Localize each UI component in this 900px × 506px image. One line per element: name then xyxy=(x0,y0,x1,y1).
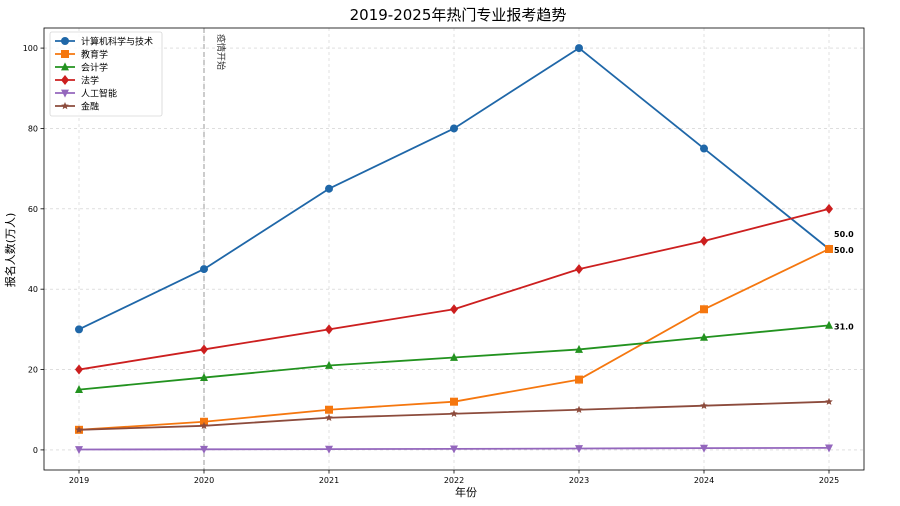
x-tick-label: 2019 xyxy=(69,476,89,485)
data-point xyxy=(325,413,333,421)
data-point xyxy=(200,445,208,454)
data-point xyxy=(700,144,708,153)
data-point xyxy=(75,325,83,334)
data-point xyxy=(75,425,83,434)
data-point xyxy=(75,446,83,455)
legend-entry: 人工智能 xyxy=(55,88,117,100)
data-point xyxy=(700,305,708,314)
data-point xyxy=(200,417,208,426)
legend-entry: 法学 xyxy=(55,75,99,87)
legend-label: 计算机科学与技术 xyxy=(81,36,153,48)
data-point xyxy=(325,184,333,193)
data-point xyxy=(325,405,333,414)
series-4 xyxy=(75,444,833,455)
x-tick-label: 2021 xyxy=(319,476,339,485)
x-tick-label: 2022 xyxy=(444,476,464,485)
legend-marker xyxy=(61,50,69,58)
data-point xyxy=(325,324,333,335)
data-point xyxy=(575,264,583,275)
legend-marker xyxy=(61,62,69,71)
data-point xyxy=(825,397,833,405)
x-tick-label: 2020 xyxy=(194,476,214,485)
data-label: 31.0 xyxy=(834,322,854,331)
series-5 xyxy=(75,397,833,434)
series-layer xyxy=(75,44,833,455)
legend-box xyxy=(49,31,163,117)
data-point xyxy=(75,364,83,375)
data-point xyxy=(450,304,458,315)
data-point xyxy=(450,352,458,361)
legend-marker xyxy=(61,102,69,110)
data-label: 50.0 xyxy=(834,230,854,239)
data-point xyxy=(575,375,583,384)
y-tick-label: 40 xyxy=(28,285,38,294)
legend-entry: 计算机科学与技术 xyxy=(55,36,153,48)
legend-label: 人工智能 xyxy=(81,88,117,100)
legend-entry: 会计学 xyxy=(55,62,108,74)
data-point xyxy=(700,332,708,341)
data-point xyxy=(825,320,833,329)
x-tick-label: 2023 xyxy=(569,476,589,485)
data-labels: 50.0 50.0 31.0 xyxy=(834,230,854,331)
chart-title: 2019-2025年热门专业报考趋势 xyxy=(350,6,567,24)
data-point xyxy=(450,124,458,133)
legend-label: 会计学 xyxy=(81,62,108,74)
data-point xyxy=(575,44,583,53)
data-point xyxy=(825,444,833,453)
data-point xyxy=(200,344,208,355)
legend-marker xyxy=(61,37,69,45)
data-point xyxy=(450,445,458,454)
x-axis-label: 年份 xyxy=(455,485,477,499)
y-tick-label: 80 xyxy=(28,124,38,133)
data-point xyxy=(575,445,583,454)
data-point xyxy=(200,372,208,381)
data-point xyxy=(575,344,583,353)
data-point xyxy=(200,421,208,430)
x-tick-label: 2024 xyxy=(694,476,714,485)
data-point xyxy=(200,265,208,274)
y-axis-label: 报名人数(万人) xyxy=(3,213,17,288)
data-point xyxy=(450,409,458,417)
x-tick-label: 2025 xyxy=(819,476,839,485)
data-point xyxy=(325,445,333,454)
data-label: 50.0 xyxy=(834,246,854,255)
series-0 xyxy=(75,44,833,334)
data-point xyxy=(700,444,708,453)
data-point xyxy=(75,385,83,394)
y-tick-label: 20 xyxy=(28,366,38,375)
series-1 xyxy=(75,245,833,434)
series-2 xyxy=(75,320,833,394)
data-point xyxy=(700,235,708,246)
data-point xyxy=(825,245,833,253)
y-tick-label: 100 xyxy=(23,44,38,53)
axes: 2019 2020 2021 2022 2023 2024 2025 0 20 40 60 80 100 xyxy=(23,27,865,485)
data-point xyxy=(575,405,583,413)
annotation-label: 疫情开始 xyxy=(215,34,227,70)
data-point xyxy=(325,360,333,369)
legend-label: 教育学 xyxy=(81,49,108,61)
legend-entry: 教育学 xyxy=(55,49,108,61)
data-point xyxy=(700,401,708,409)
series-3 xyxy=(75,203,833,375)
data-point xyxy=(825,203,833,214)
legend-entry: 金融 xyxy=(55,101,99,113)
legend-marker xyxy=(61,75,69,85)
annotation-layer: 疫情开始 xyxy=(203,28,227,470)
y-tick-label: 60 xyxy=(28,205,38,214)
legend-label: 法学 xyxy=(81,75,99,87)
data-point xyxy=(450,397,458,406)
legend-label: 金融 xyxy=(81,101,99,113)
y-tick-label: 0 xyxy=(33,446,38,455)
legend-marker xyxy=(61,89,69,98)
